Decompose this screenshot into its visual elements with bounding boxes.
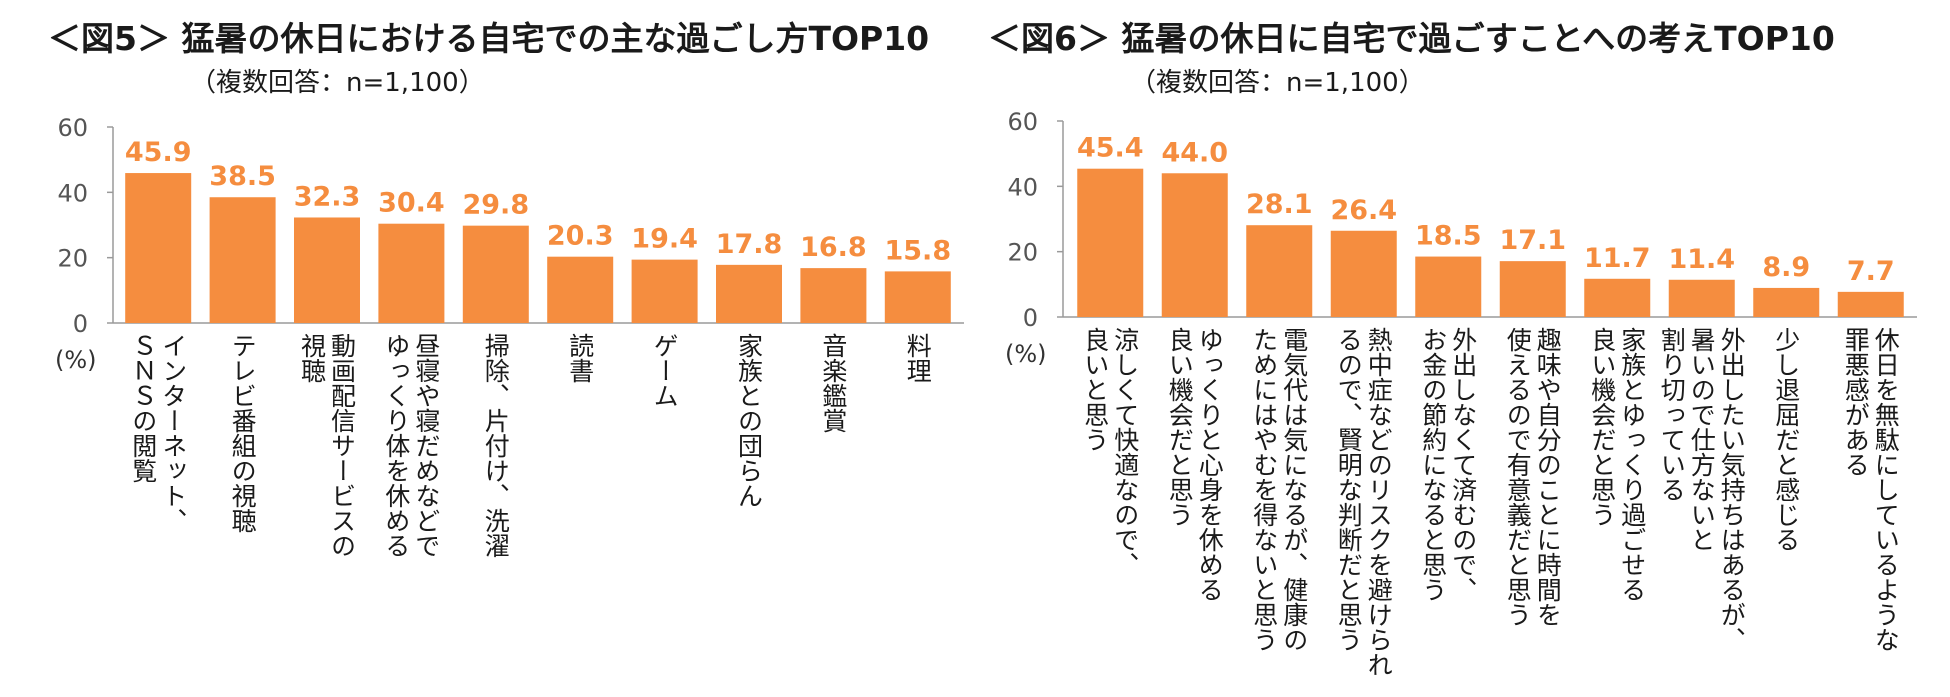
chart6-category-label: ゆっくりと心身を休める	[1195, 327, 1224, 602]
chart5-category-label: 動画配信サービスの	[328, 333, 357, 558]
chart6-category-label: 電気代は気になるが、健康の	[1280, 327, 1309, 652]
chart6-data-label: 11.7	[1584, 243, 1651, 274]
chart5-category-label: 掃除、片付け、洗濯	[481, 333, 510, 558]
chart5-category-label: テレビ番組の視聴	[228, 333, 257, 533]
chart6-data-label: 26.4	[1330, 195, 1397, 226]
chart6-category-label: 熱中症などのリスクを避けられ	[1364, 327, 1393, 677]
chart6-bar	[1584, 278, 1651, 317]
chart5-data-label: 16.8	[800, 232, 867, 263]
chart6-category-label: 良い機会だと思う	[1588, 327, 1617, 527]
chart6-category-label: お金の節約になると思う	[1419, 327, 1448, 602]
chart5-category-label: ゲーム	[650, 333, 679, 408]
chart6-subtitle: （複数回答：n=1,100）	[1130, 68, 1425, 98]
chart5-category-label: ＳＮＳの閲覧	[129, 333, 158, 483]
chart5-category-label: インターネット、	[159, 333, 188, 533]
chart6-y-unit-label: (%)	[1005, 340, 1047, 368]
chart6-category-label: 休日を無駄にしているような	[1871, 327, 1900, 652]
chart6-bar	[1499, 261, 1566, 317]
chart6-data-label: 44.0	[1161, 137, 1228, 168]
chart5-category-label: 家族との団らん	[735, 333, 764, 508]
chart6-bar	[1668, 279, 1735, 317]
chart6-category-label: 使えるので有意義だと思う	[1503, 327, 1532, 627]
chart5-y-tick-label: 20	[57, 245, 88, 273]
chart5-category-label: 昼寝や寝だめなどで	[412, 333, 441, 558]
chart5-data-label: 19.4	[631, 224, 698, 255]
chart5-category-label: 視聴	[298, 333, 327, 383]
chart6-data-label: 18.5	[1415, 221, 1482, 252]
chart6-category-label: 涼しくて快適なので、	[1111, 327, 1140, 577]
chart6-category-label: 外出しなくて済むので、	[1449, 327, 1478, 602]
chart5-data-label: 30.4	[378, 188, 445, 219]
chart6-category-label: 暑いので仕方ないと	[1687, 327, 1716, 552]
chart6-data-label: 17.1	[1499, 225, 1566, 256]
chart5-category-label: 料理	[903, 333, 932, 383]
chart5-category-label: 読書	[566, 333, 595, 383]
chart6-bar	[1161, 173, 1228, 317]
chart5-category-label: 音楽鑑賞	[819, 333, 848, 433]
chart6-data-label: 7.7	[1847, 256, 1895, 287]
chart5-category-label: ゆっくり体を休める	[382, 333, 411, 558]
chart6-data-label: 8.9	[1762, 252, 1810, 283]
chart5-data-label: 29.8	[462, 190, 529, 221]
chart6-bar	[1753, 287, 1820, 317]
chart5-bar	[716, 264, 782, 323]
chart5-data-label: 38.5	[209, 161, 276, 192]
chart5-bar	[378, 223, 445, 323]
chart6-category-label: るので、賢明な判断だと思う	[1334, 327, 1363, 652]
chart5-data-label: 45.9	[125, 137, 192, 168]
chart5-y-unit-label: (%)	[55, 346, 97, 374]
chart5-bar	[209, 197, 276, 323]
chart6-bar	[1077, 168, 1144, 317]
chart5-data-label: 32.3	[294, 181, 361, 212]
chart6-y-tick-label: 20	[1007, 239, 1038, 267]
chart6-y-tick-label: 60	[1007, 108, 1038, 136]
chart6-bar	[1246, 225, 1313, 317]
chart6-category-label: 家族とゆっくり過ごせる	[1618, 327, 1647, 602]
chart6-y-tick-label: 40	[1007, 173, 1038, 201]
chart6-category-label: 趣味や自分のことに時間を	[1533, 327, 1562, 627]
chart6-data-label: 28.1	[1246, 189, 1313, 220]
chart5-bar	[631, 259, 698, 323]
chart6-bar	[1415, 256, 1482, 317]
chart6-category-label: 罪悪感がある	[1841, 327, 1870, 477]
chart6-bar	[1837, 291, 1904, 317]
chart5-bar	[125, 173, 192, 323]
chart6-category-label: 良い機会だと思う	[1165, 327, 1194, 527]
chart5-bar	[884, 271, 951, 323]
chart5-bar	[800, 268, 867, 323]
chart5-bar	[294, 217, 360, 323]
chart5-data-label: 20.3	[547, 221, 614, 252]
chart5-y-tick-label: 60	[57, 114, 88, 142]
chart5-y-tick-label: 40	[57, 179, 88, 207]
chart5-bar	[462, 225, 529, 323]
chart5-y-tick-label: 0	[73, 310, 88, 338]
chart6-category-label: 少し退屈だと感じる	[1772, 327, 1801, 552]
chart6-data-label: 45.4	[1077, 133, 1144, 164]
chart6-y-tick-label: 0	[1023, 304, 1038, 332]
chart5-subtitle: （複数回答：n=1,100）	[190, 68, 485, 98]
chart6-title: ＜図6＞ 猛暑の休日に自宅で過ごすことへの考えTOP10	[988, 19, 1835, 58]
chart5-data-label: 15.8	[884, 235, 951, 266]
chart5-bar	[547, 256, 614, 323]
chart5-data-label: 17.8	[716, 229, 783, 260]
chart6-category-label: 良いと思う	[1081, 327, 1110, 452]
chart6-bar	[1330, 230, 1397, 317]
chart5-title: ＜図5＞ 猛暑の休日における自宅での主な過ごし方TOP10	[48, 19, 930, 58]
chart6-category-label: 外出したい気持ちはあるが、	[1717, 327, 1746, 652]
chart6-category-label: ためにはやむを得ないと思う	[1250, 327, 1279, 652]
chart6-data-label: 11.4	[1668, 244, 1735, 275]
chart6-category-label: 割り切っている	[1657, 327, 1686, 502]
